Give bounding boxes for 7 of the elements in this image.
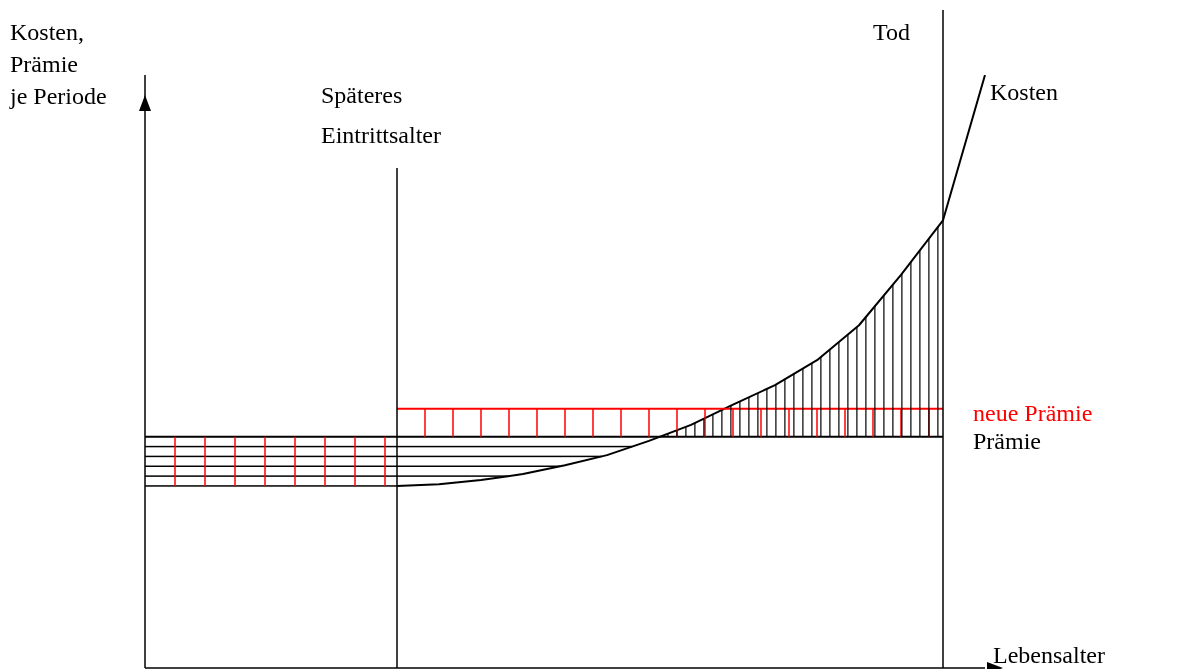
annotation: Späteres Eintrittsalter: [321, 82, 441, 148]
y-axis-title: Kosten, Prämie je Periode: [9, 19, 107, 109]
series-label: Kosten: [990, 79, 1058, 105]
text: Tod: [873, 19, 910, 45]
x-axis-title: Lebensalter: [993, 642, 1105, 668]
series-label: Prämie: [973, 427, 1041, 454]
legend-label: neue Prämie: [973, 399, 1093, 426]
